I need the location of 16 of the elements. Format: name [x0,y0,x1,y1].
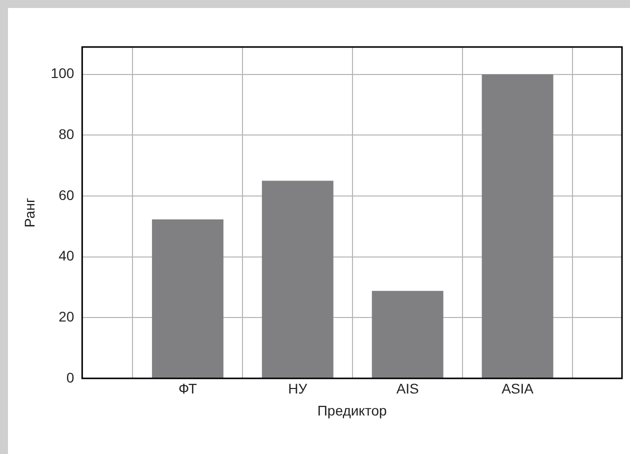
x-tick-label: ASIA [502,380,534,397]
y-tick-label: 100 [50,65,74,82]
x-tick-label: ФТ [178,380,198,397]
y-tick-label: 40 [58,248,74,264]
bar [262,180,334,378]
x-tick-label: НУ [288,380,308,397]
y-axis-title: Ранг [21,198,38,228]
bar [482,74,554,378]
bar [152,219,224,378]
x-axis-title: Предиктор [317,402,387,418]
y-tick-label: 80 [58,126,74,142]
x-tick-label: AIS [396,380,419,397]
y-tick-label: 20 [58,308,74,324]
bar [372,290,444,378]
y-tick-label: 60 [58,186,74,203]
y-tick-label: 0 [66,369,74,386]
